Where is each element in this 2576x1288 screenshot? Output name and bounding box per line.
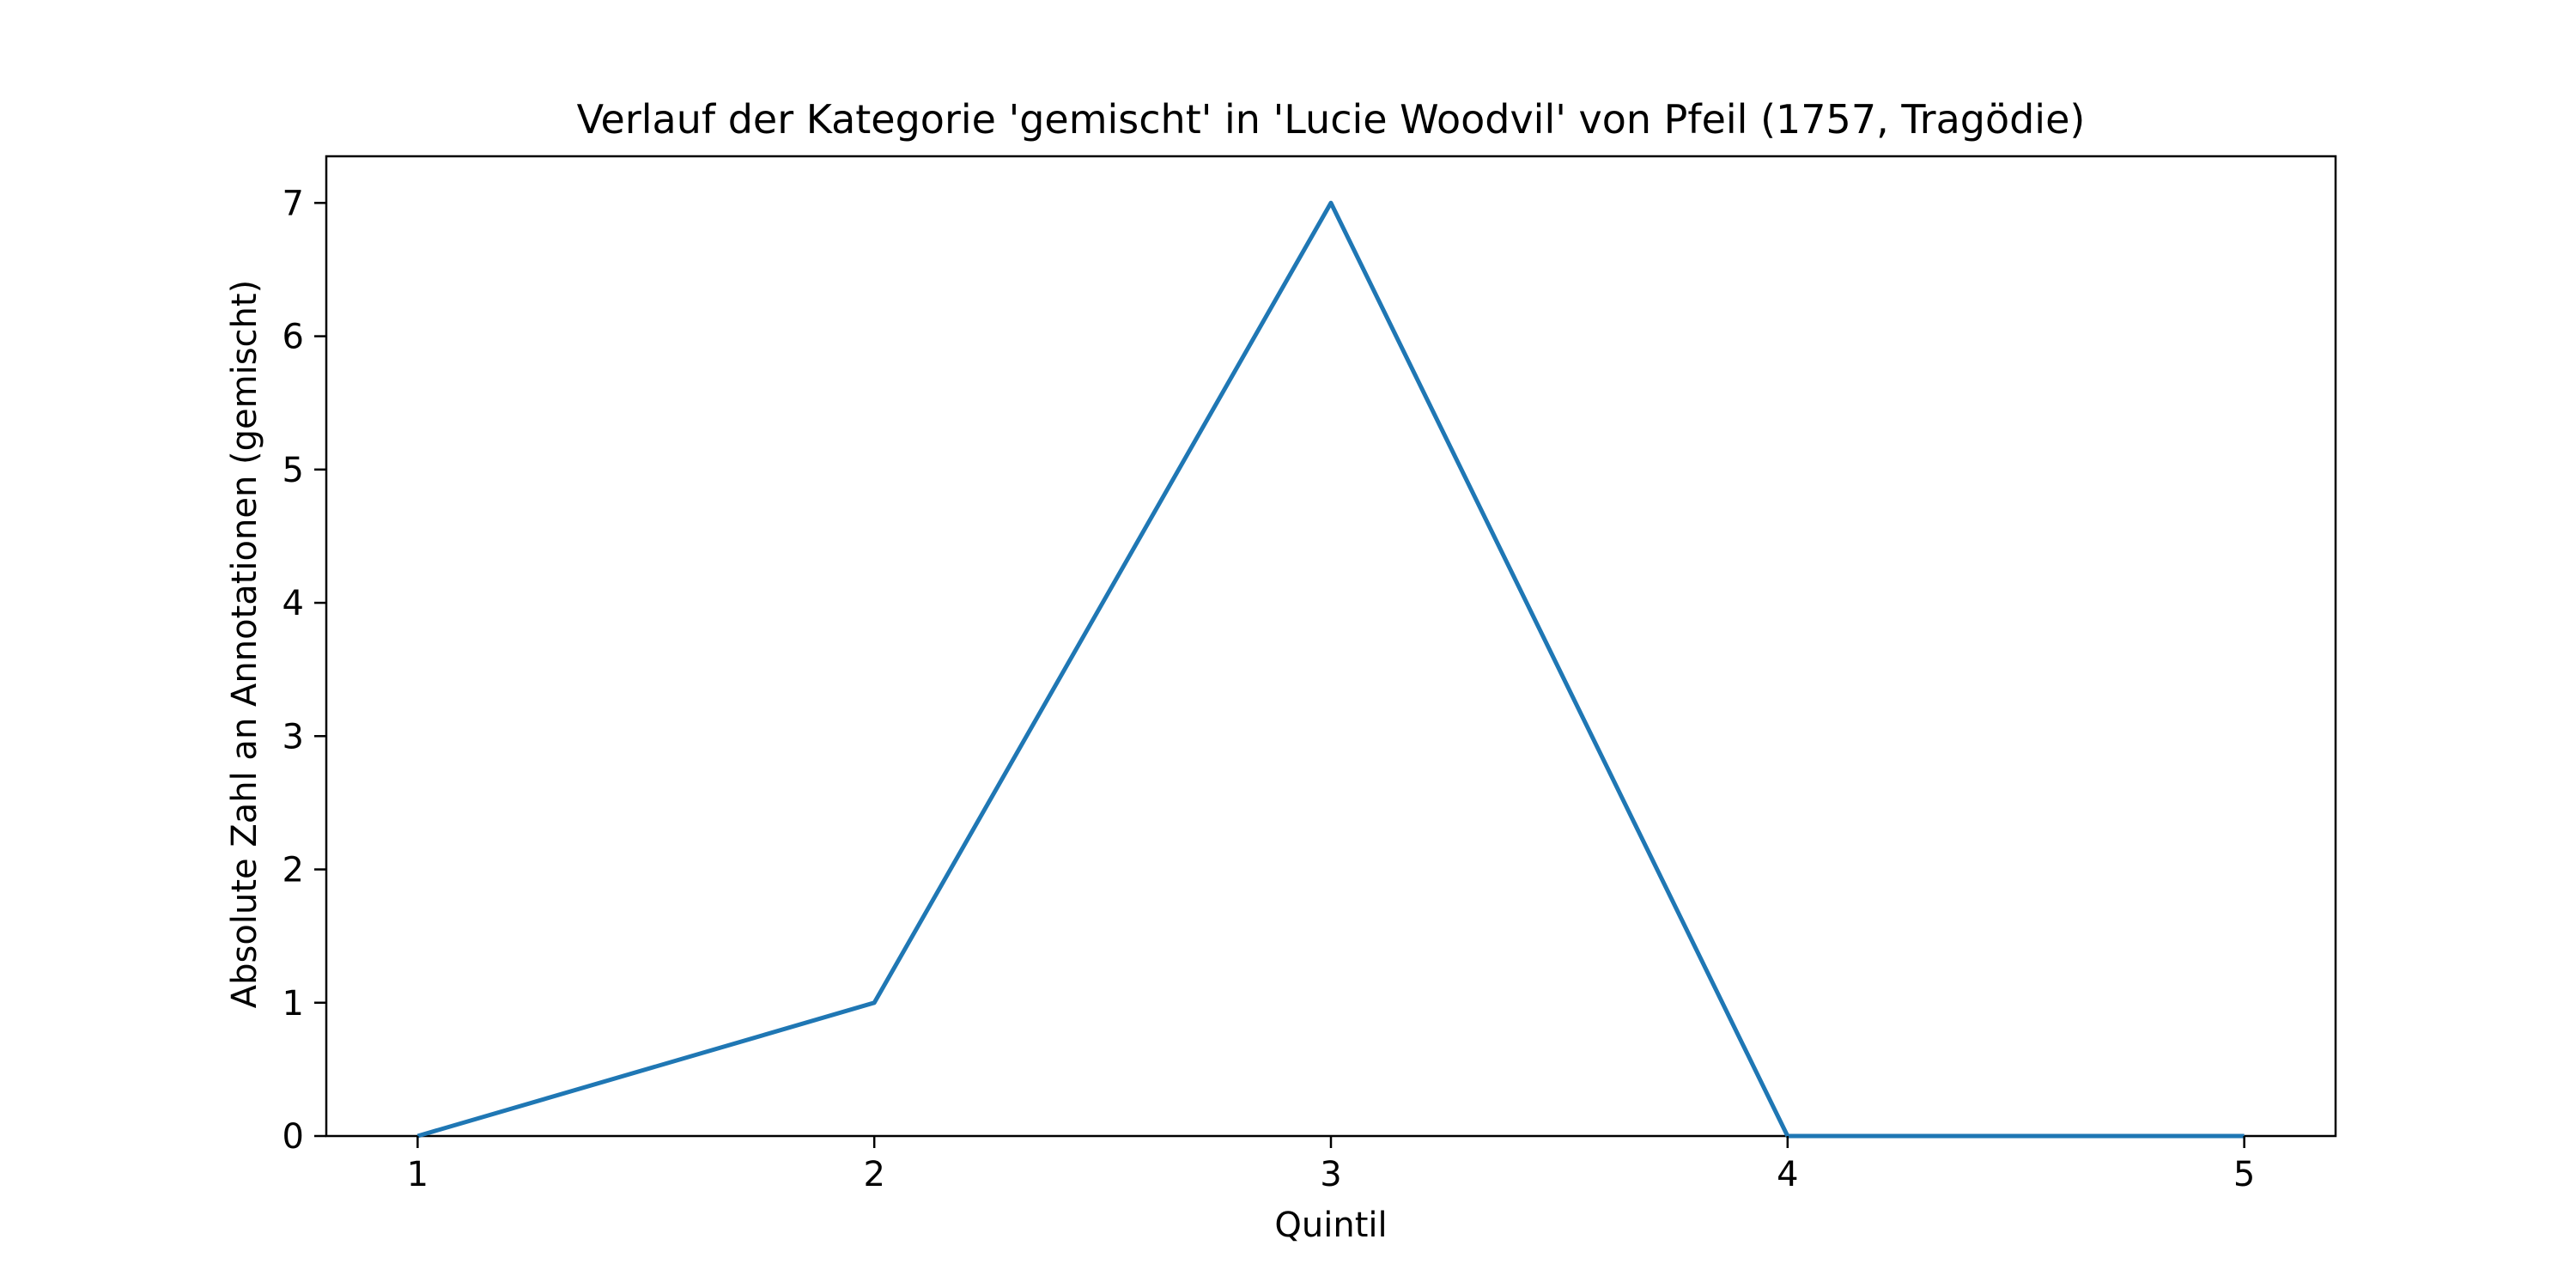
y-tick-label: 4 [283,584,304,623]
x-tick-label: 1 [407,1155,428,1194]
series-layer [416,200,2245,1139]
y-axis-ticks: 0 1 2 3 4 5 6 7 [283,184,326,1157]
chart-title: Verlauf der Kategorie 'gemischt' in 'Luc… [577,96,2086,143]
plot-area: 1 2 3 4 5 0 1 2 3 4 5 6 7 [283,155,2337,1194]
y-tick-label: 1 [283,984,304,1024]
y-tick-label: 2 [283,851,304,890]
x-axis-ticks: 1 2 3 4 5 [407,1136,2255,1194]
y-axis-label: Absolute Zahl an Annotationen (gemischt) [225,280,264,1008]
x-axis-label: Quintil [1274,1206,1387,1245]
y-tick-label: 3 [283,717,304,756]
plot-frame [325,155,2337,1138]
y-tick-label: 7 [283,184,304,223]
series-line-0 [416,200,2245,1139]
x-tick-label: 4 [1777,1155,1798,1194]
y-tick-label: 6 [283,318,304,357]
y-tick-label: 0 [283,1117,304,1157]
x-tick-label: 5 [2233,1155,2255,1194]
x-tick-label: 2 [863,1155,884,1194]
y-tick-label: 5 [283,451,304,490]
x-tick-label: 3 [1320,1155,1341,1194]
